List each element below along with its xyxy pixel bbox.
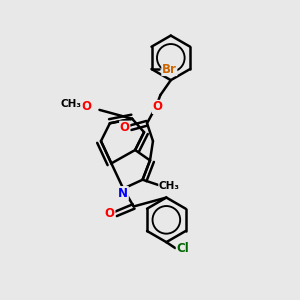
Text: CH₃: CH₃ — [61, 99, 82, 109]
Text: O: O — [152, 100, 162, 113]
Text: O: O — [81, 100, 91, 113]
Text: O: O — [120, 121, 130, 134]
Text: N: N — [118, 187, 128, 200]
Text: CH₃: CH₃ — [159, 181, 180, 191]
Text: Cl: Cl — [176, 242, 189, 255]
Text: O: O — [105, 207, 115, 220]
Text: Br: Br — [162, 62, 177, 76]
